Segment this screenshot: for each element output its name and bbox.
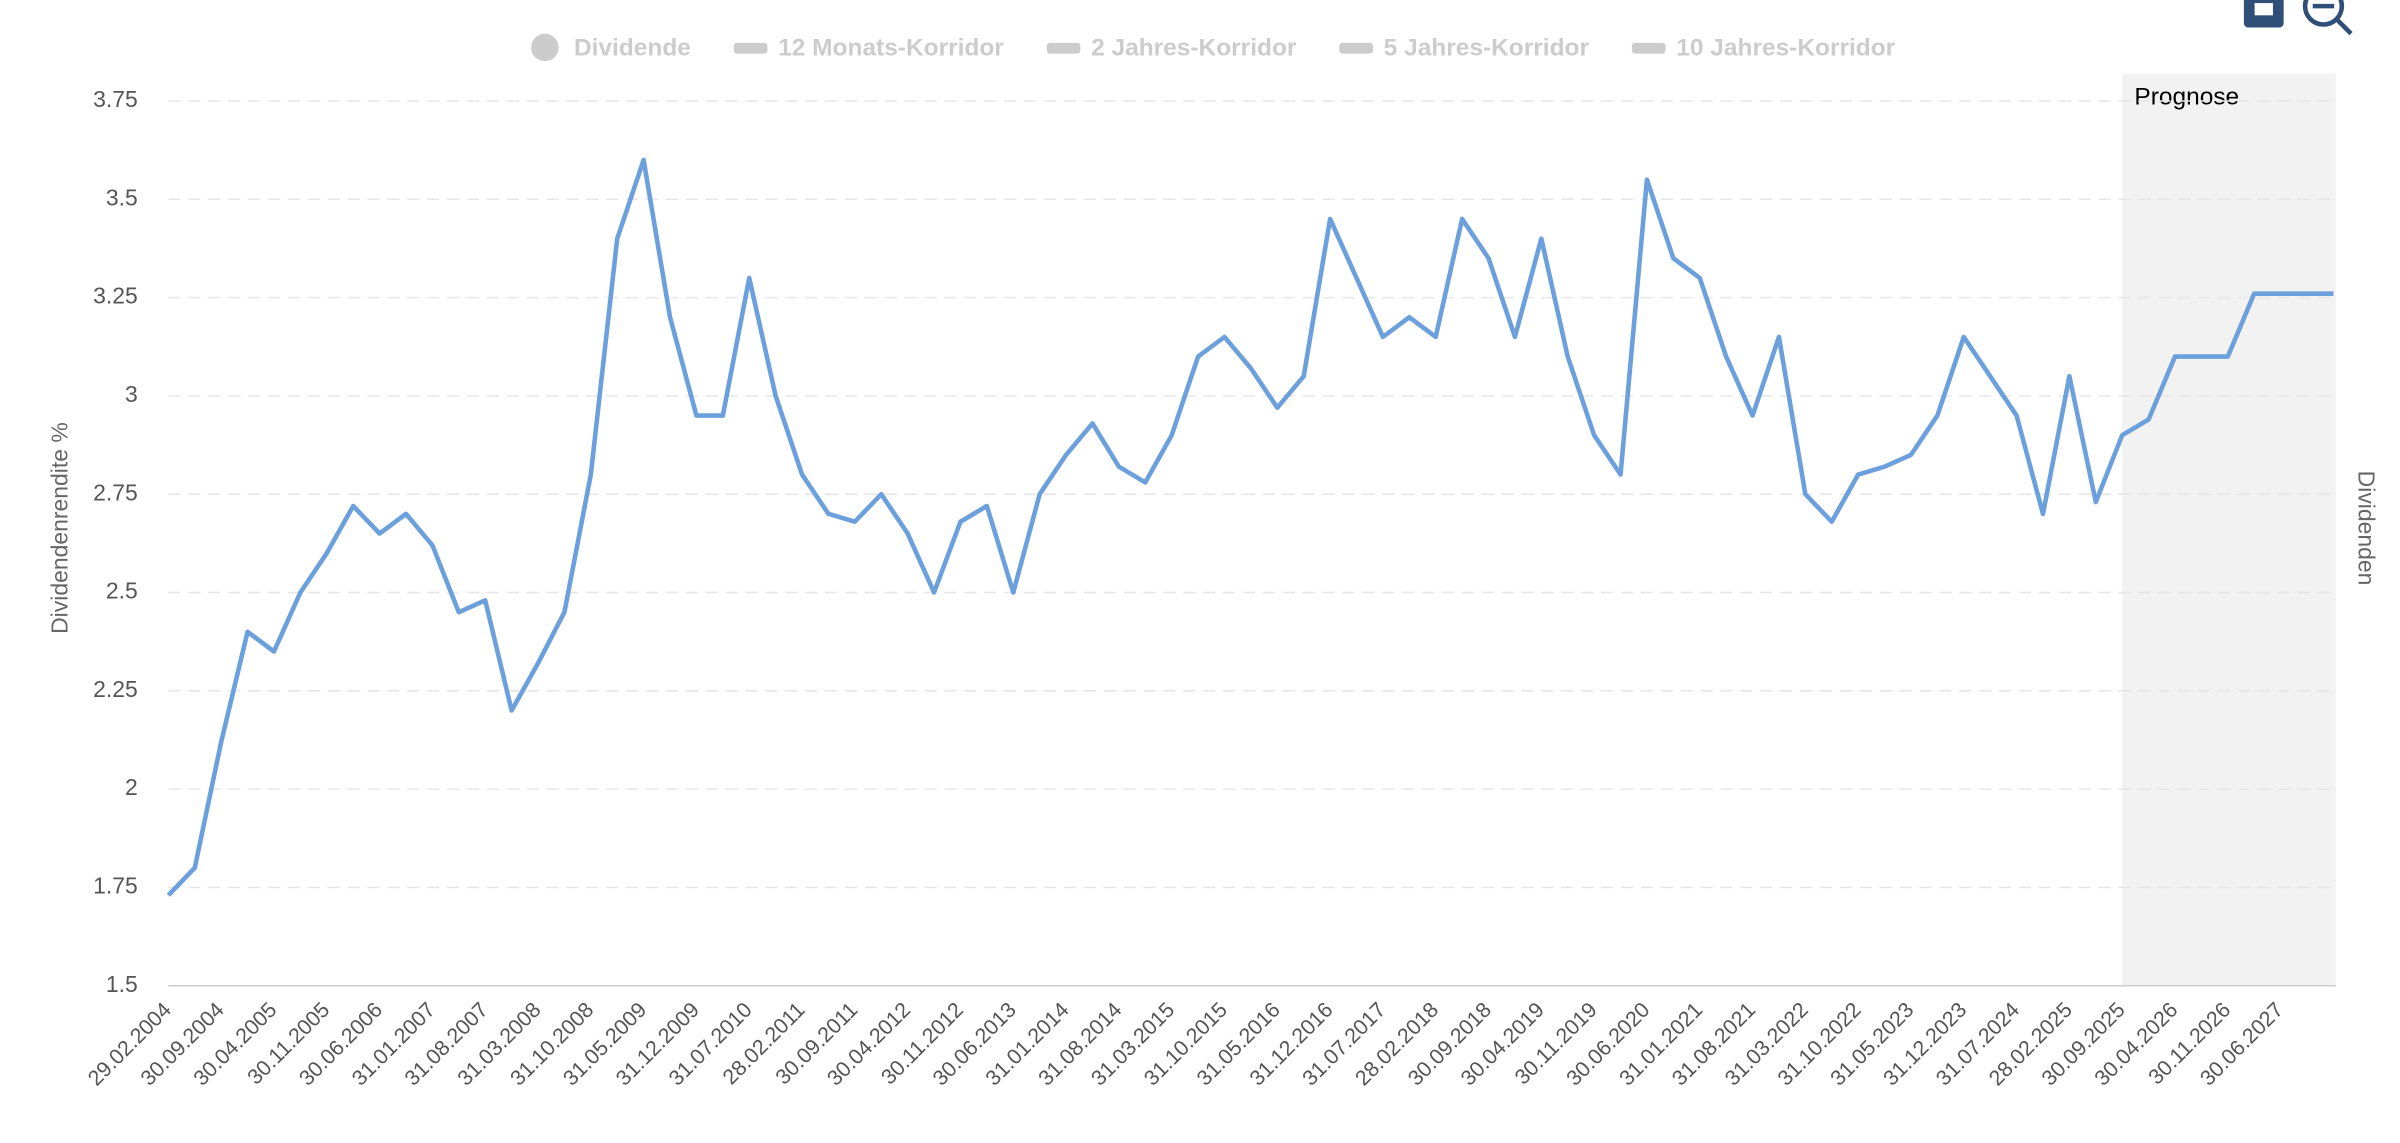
data-line: [166, 157, 2334, 897]
save-icon[interactable]: [2243, 0, 2284, 28]
legend-symbol: [531, 33, 559, 62]
y-tick-label: 3.25: [93, 283, 138, 309]
legend-item: 12 Monats-Korridor: [778, 34, 1004, 61]
legend-symbol: [733, 42, 768, 54]
y-tick-label: 1.5: [106, 971, 138, 997]
y-axis-label: Dividendenrendite %: [46, 422, 72, 634]
y-tick-label: 2.5: [106, 578, 138, 604]
legend-item: 10 Jahres-Korridor: [1676, 34, 1895, 61]
legend-item: 2 Jahres-Korridor: [1091, 34, 1297, 61]
y-tick-label: 3.75: [93, 86, 138, 112]
y-tick-label: 2: [125, 774, 138, 800]
y-tick-label: 3.5: [106, 184, 138, 210]
legend-symbol: [1339, 42, 1373, 54]
y2-axis-label: Dividenden: [2354, 471, 2380, 586]
y-tick-label: 2.25: [93, 676, 138, 702]
forecast-band: [2122, 73, 2336, 986]
legend-item: Dividende: [574, 34, 691, 61]
legend-item: 5 Jahres-Korridor: [1384, 34, 1590, 61]
zoom-out-icon[interactable]: [2302, 0, 2353, 36]
legend: Dividende 12 Monats-Korridor 2 Jahres-Korr…: [531, 33, 1896, 62]
legend-symbol: [1046, 42, 1081, 54]
y-tick-label: 3: [125, 381, 138, 407]
forecast-label: Prognose: [2134, 83, 2239, 110]
y-tick-label: 2.75: [93, 479, 138, 505]
legend-symbol: [1631, 42, 1666, 54]
y-tick-label: 1.75: [93, 872, 138, 898]
